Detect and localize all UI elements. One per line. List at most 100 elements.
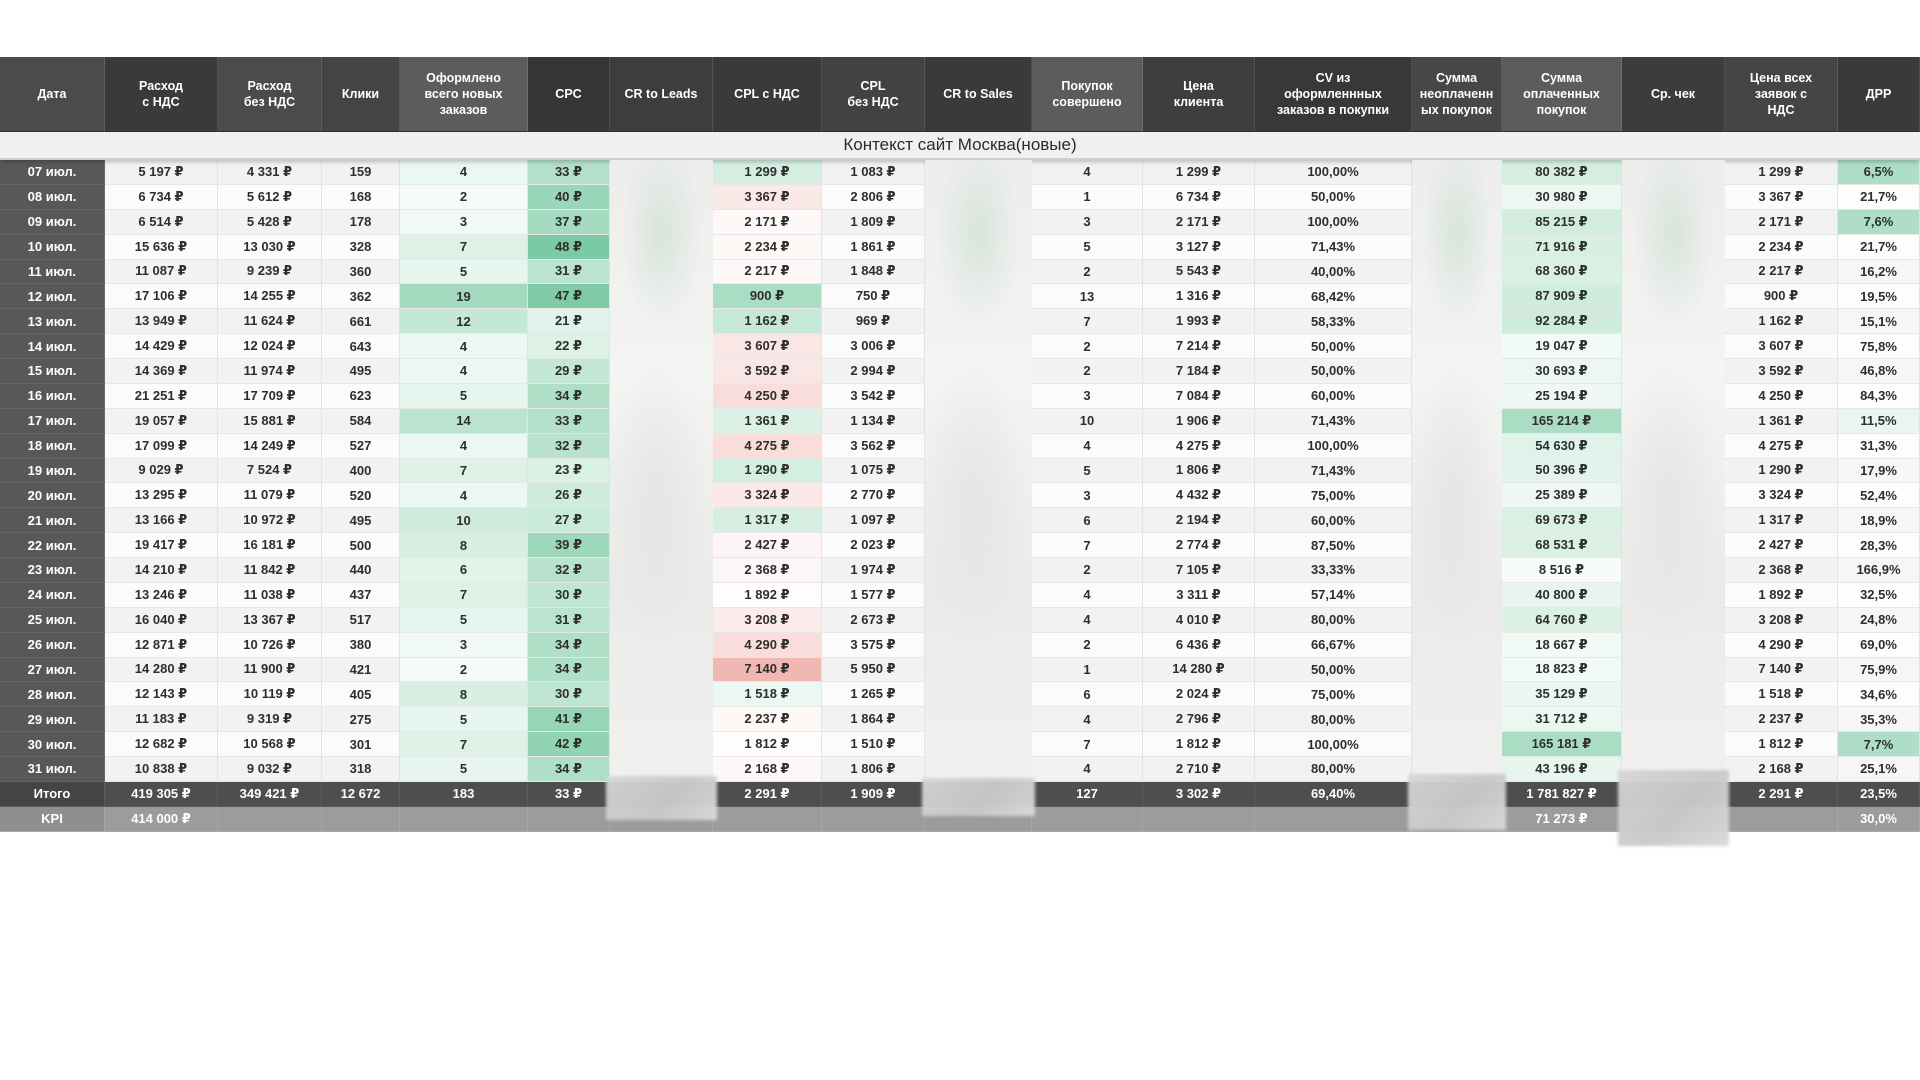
spend_vat-cell[interactable]: 17 106 ₽ bbox=[105, 284, 218, 310]
client_price-cell[interactable]: 1 812 ₽ bbox=[1143, 732, 1255, 757]
spend_no_vat-cell[interactable]: 16 181 ₽ bbox=[218, 533, 322, 558]
purchases-cell[interactable]: 6 bbox=[1032, 508, 1143, 534]
avg_check-cell[interactable] bbox=[1622, 359, 1725, 384]
paid_sum-cell[interactable]: 8 516 ₽ bbox=[1502, 558, 1622, 583]
col-header-unpaid_sum[interactable]: Сумма неоплаченн ых покупок bbox=[1412, 57, 1502, 132]
lead_price_vat-cell[interactable]: 1 317 ₽ bbox=[1725, 508, 1838, 534]
row-date-cell[interactable]: 27 июл. bbox=[0, 657, 105, 683]
cr_leads-cell[interactable] bbox=[610, 209, 713, 235]
avg_check-cell[interactable] bbox=[1622, 284, 1725, 310]
cpc-cell[interactable]: 22 ₽ bbox=[528, 334, 610, 359]
spend_vat-cell[interactable]: 5 197 ₽ bbox=[105, 160, 218, 185]
col-header-orders[interactable]: Оформлено всего новых заказов bbox=[400, 57, 528, 132]
row-date-cell[interactable]: 10 июл. bbox=[0, 234, 105, 260]
cpl_vat-cell[interactable]: 1 812 ₽ bbox=[713, 732, 822, 757]
cpl_no_vat-cell[interactable]: 1 083 ₽ bbox=[822, 160, 925, 185]
row-date-cell[interactable]: 22 июл. bbox=[0, 533, 105, 558]
avg_check-cell[interactable] bbox=[1622, 160, 1725, 185]
avg_check-cell[interactable] bbox=[1622, 607, 1725, 633]
client_price-cell[interactable]: 4 432 ₽ bbox=[1143, 483, 1255, 509]
lead_price_vat-cell[interactable]: 3 367 ₽ bbox=[1725, 184, 1838, 210]
cpc-cell[interactable]: 29 ₽ bbox=[528, 359, 610, 384]
paid_sum-cell[interactable]: 18 823 ₽ bbox=[1502, 657, 1622, 683]
cr_sales-cell[interactable] bbox=[925, 707, 1032, 733]
purchases-cell[interactable]: 4 bbox=[1032, 607, 1143, 633]
cr_sales-cell[interactable] bbox=[925, 607, 1032, 633]
purchases-cell[interactable]: 2 bbox=[1032, 558, 1143, 583]
row-date-cell[interactable]: 26 июл. bbox=[0, 632, 105, 658]
spend_no_vat-cell[interactable]: 5 612 ₽ bbox=[218, 184, 322, 210]
drr-cell[interactable]: 75,8% bbox=[1838, 334, 1920, 359]
drr-cell[interactable]: 35,3% bbox=[1838, 707, 1920, 733]
cr_leads-cell[interactable] bbox=[610, 359, 713, 384]
kpi-clicks-cell[interactable] bbox=[322, 806, 400, 832]
clicks-cell[interactable]: 275 bbox=[322, 707, 400, 733]
client_price-cell[interactable]: 1 299 ₽ bbox=[1143, 160, 1255, 185]
orders-cell[interactable]: 4 bbox=[400, 359, 528, 384]
row-date-cell[interactable]: 28 июл. bbox=[0, 682, 105, 708]
cr_sales-cell[interactable] bbox=[925, 383, 1032, 409]
cpl_vat-cell[interactable]: 3 208 ₽ bbox=[713, 607, 822, 633]
orders-cell[interactable]: 7 bbox=[400, 732, 528, 757]
cpc-cell[interactable]: 33 ₽ bbox=[528, 408, 610, 434]
cpl_no_vat-cell[interactable]: 2 023 ₽ bbox=[822, 533, 925, 558]
spend_vat-cell[interactable]: 10 838 ₽ bbox=[105, 757, 218, 782]
cpl_vat-cell[interactable]: 3 592 ₽ bbox=[713, 359, 822, 384]
cpl_vat-cell[interactable]: 1 361 ₽ bbox=[713, 408, 822, 434]
cpc-cell[interactable]: 34 ₽ bbox=[528, 383, 610, 409]
cr_sales-cell[interactable] bbox=[925, 160, 1032, 185]
cpl_no_vat-cell[interactable]: 2 770 ₽ bbox=[822, 483, 925, 509]
spend_vat-cell[interactable]: 6 734 ₽ bbox=[105, 184, 218, 210]
col-header-spend_vat[interactable]: Расход с НДС bbox=[105, 57, 218, 132]
cpl_vat-cell[interactable]: 2 368 ₽ bbox=[713, 558, 822, 583]
totals-lead_price_vat-cell[interactable]: 2 291 ₽ bbox=[1725, 781, 1838, 807]
paid_sum-cell[interactable]: 25 194 ₽ bbox=[1502, 383, 1622, 409]
clicks-cell[interactable]: 527 bbox=[322, 433, 400, 459]
lead_price_vat-cell[interactable]: 4 275 ₽ bbox=[1725, 433, 1838, 459]
cpc-cell[interactable]: 34 ₽ bbox=[528, 632, 610, 658]
cpl_no_vat-cell[interactable]: 1 134 ₽ bbox=[822, 408, 925, 434]
cv-cell[interactable]: 75,00% bbox=[1255, 682, 1412, 708]
client_price-cell[interactable]: 2 774 ₽ bbox=[1143, 533, 1255, 558]
cpl_no_vat-cell[interactable]: 1 097 ₽ bbox=[822, 508, 925, 534]
orders-cell[interactable]: 4 bbox=[400, 433, 528, 459]
unpaid_sum-cell[interactable] bbox=[1412, 607, 1502, 633]
cr_leads-cell[interactable] bbox=[610, 184, 713, 210]
paid_sum-cell[interactable]: 71 916 ₽ bbox=[1502, 234, 1622, 260]
spend_no_vat-cell[interactable]: 10 972 ₽ bbox=[218, 508, 322, 534]
cv-cell[interactable]: 58,33% bbox=[1255, 309, 1412, 335]
spend_vat-cell[interactable]: 21 251 ₽ bbox=[105, 383, 218, 409]
spend_no_vat-cell[interactable]: 11 038 ₽ bbox=[218, 582, 322, 608]
cv-cell[interactable]: 100,00% bbox=[1255, 732, 1412, 757]
purchases-cell[interactable]: 2 bbox=[1032, 259, 1143, 285]
spend_no_vat-cell[interactable]: 11 900 ₽ bbox=[218, 657, 322, 683]
spend_vat-cell[interactable]: 15 636 ₽ bbox=[105, 234, 218, 260]
cpl_no_vat-cell[interactable]: 1 577 ₽ bbox=[822, 582, 925, 608]
clicks-cell[interactable]: 318 bbox=[322, 757, 400, 782]
spend_no_vat-cell[interactable]: 13 030 ₽ bbox=[218, 234, 322, 260]
kpi-cr_sales-cell[interactable] bbox=[925, 806, 1032, 832]
cpc-cell[interactable]: 34 ₽ bbox=[528, 657, 610, 683]
spend_no_vat-cell[interactable]: 5 428 ₽ bbox=[218, 209, 322, 235]
drr-cell[interactable]: 18,9% bbox=[1838, 508, 1920, 534]
cr_sales-cell[interactable] bbox=[925, 732, 1032, 757]
cv-cell[interactable]: 71,43% bbox=[1255, 458, 1412, 484]
cr_leads-cell[interactable] bbox=[610, 508, 713, 534]
unpaid_sum-cell[interactable] bbox=[1412, 160, 1502, 185]
cpl_vat-cell[interactable]: 1 162 ₽ bbox=[713, 309, 822, 335]
cpl_no_vat-cell[interactable]: 969 ₽ bbox=[822, 309, 925, 335]
orders-cell[interactable]: 14 bbox=[400, 408, 528, 434]
kpi-unpaid_sum-cell[interactable] bbox=[1412, 806, 1502, 832]
cpl_no_vat-cell[interactable]: 2 806 ₽ bbox=[822, 184, 925, 210]
row-date-cell[interactable]: 11 июл. bbox=[0, 259, 105, 285]
kpi-spend_vat-cell[interactable]: 414 000 ₽ bbox=[105, 806, 218, 832]
cr_sales-cell[interactable] bbox=[925, 209, 1032, 235]
row-date-cell[interactable]: 18 июл. bbox=[0, 433, 105, 459]
client_price-cell[interactable]: 5 543 ₽ bbox=[1143, 259, 1255, 285]
cv-cell[interactable]: 50,00% bbox=[1255, 359, 1412, 384]
totals-spend_no_vat-cell[interactable]: 349 421 ₽ bbox=[218, 781, 322, 807]
cv-cell[interactable]: 100,00% bbox=[1255, 433, 1412, 459]
orders-cell[interactable]: 5 bbox=[400, 259, 528, 285]
paid_sum-cell[interactable]: 35 129 ₽ bbox=[1502, 682, 1622, 708]
paid_sum-cell[interactable]: 85 215 ₽ bbox=[1502, 209, 1622, 235]
